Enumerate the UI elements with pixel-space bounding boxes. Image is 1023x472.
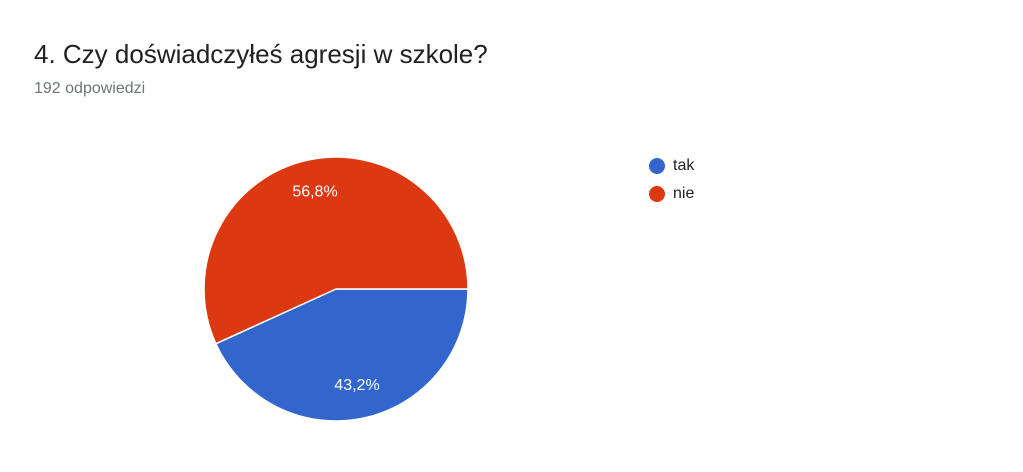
pie-slice: [214, 288, 469, 422]
legend-swatch: [649, 186, 665, 202]
legend-swatch: [649, 158, 665, 174]
chart-title: 4. Czy doświadczyłeś agresji w szkole?: [34, 39, 488, 69]
slice-label: 56,8%: [292, 183, 337, 200]
legend-label: nie: [673, 185, 694, 202]
chart-subtitle: 192 odpowiedzi: [34, 80, 145, 97]
slice-label: 43,2%: [334, 377, 379, 394]
pie-slice: [203, 156, 469, 345]
legend-label: tak: [673, 157, 695, 174]
